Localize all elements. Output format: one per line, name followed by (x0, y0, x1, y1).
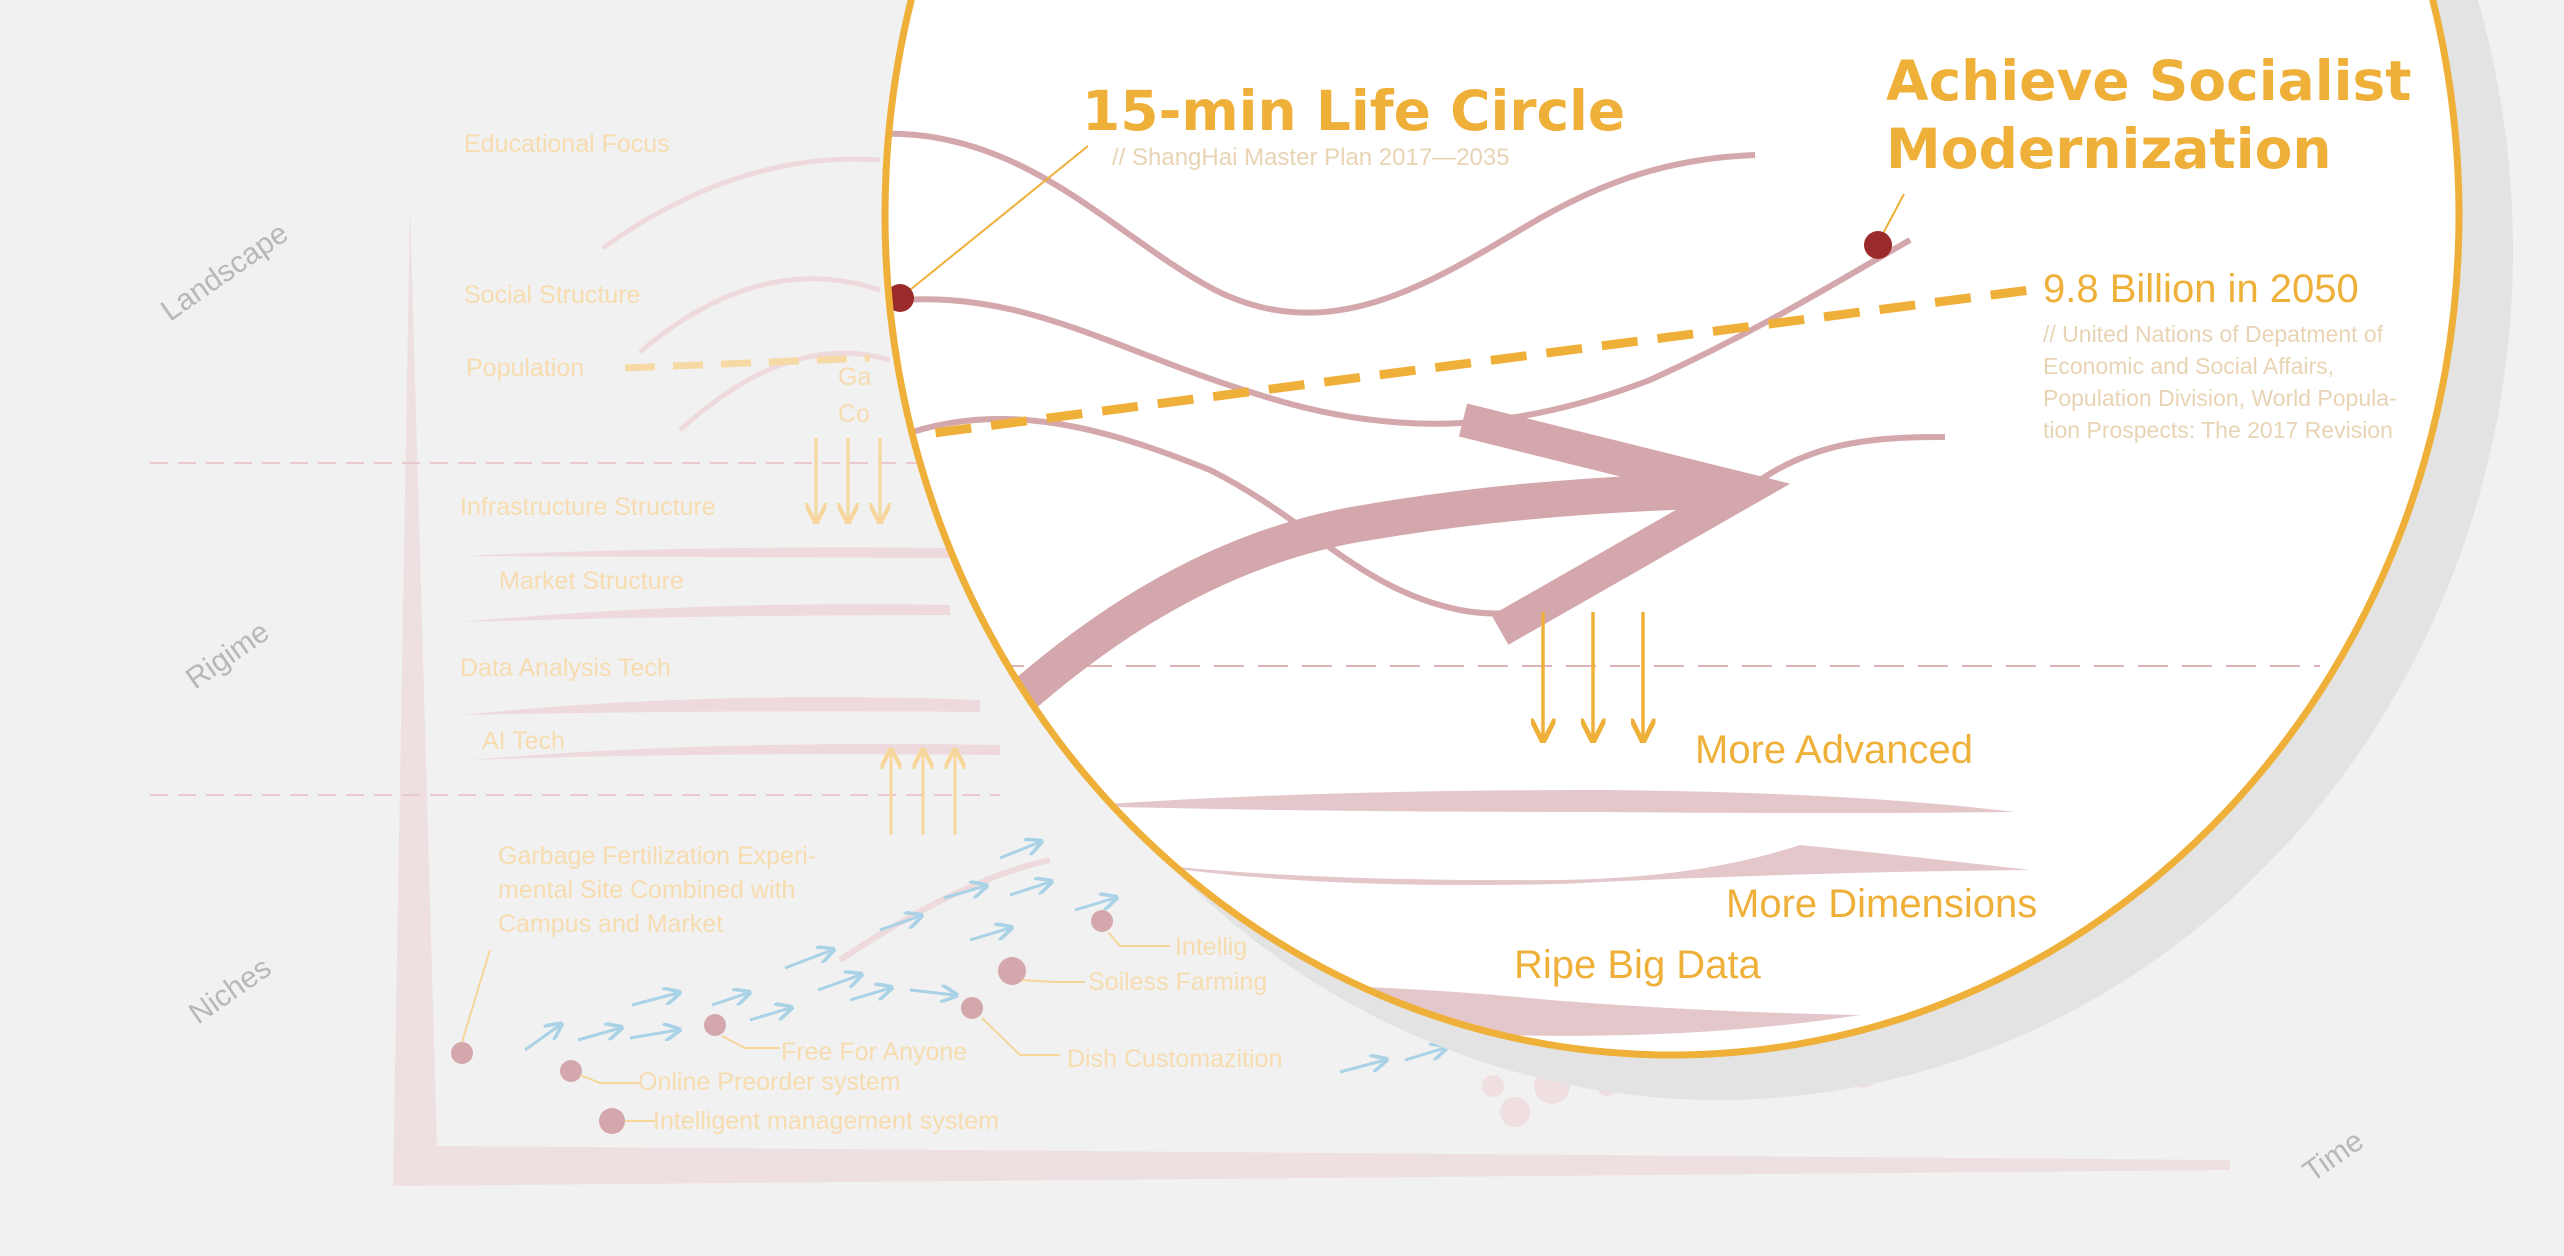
zone-label-regime: Rigime (180, 615, 275, 696)
band-more-advanced (1080, 790, 2015, 813)
faint-trend-curve (601, 156, 881, 251)
population-source-line-3: Population Division, World Popula- (2043, 385, 2397, 411)
life-circle-title: 15-min Life Circle (1082, 79, 1625, 143)
life-circle-marker (886, 284, 914, 312)
niche-dot (998, 957, 1026, 985)
socialist-marker (1864, 231, 1892, 259)
label-ripe-big-data: Ripe Big Data (1514, 943, 1762, 987)
niche-dot (560, 1060, 582, 1082)
faint-regime-band (462, 547, 950, 558)
faint-trend-curve (638, 276, 881, 354)
downward-arrows (1543, 612, 1643, 738)
population-trend-line (885, 285, 2031, 445)
faint-population-trend (624, 354, 871, 372)
label-soilless-farming: Soiless Farming (1088, 968, 1267, 996)
axis-label-time: Time (2297, 1124, 2370, 1189)
socialist-title-line-1: Achieve Socialist (1886, 49, 2411, 113)
label-infrastructure-structure: Infrastructure Structure (460, 493, 716, 521)
band-more-dimensions (1130, 845, 2030, 886)
niche-dots (451, 910, 1113, 1134)
label-partial-ga: Ga (838, 363, 871, 391)
landscape-wave-2 (885, 237, 1912, 427)
label-ai-tech: AI Tech (482, 727, 565, 755)
population-source-line-1: // United Nations of Depatment of (2043, 321, 2384, 347)
population-source-line-4: tion Prospects: The 2017 Revision (2043, 417, 2393, 443)
niche-dot (599, 1108, 625, 1134)
zone-label-niches: Niches (183, 951, 277, 1031)
population-source-line-2: Economic and Social Affairs, (2043, 353, 2334, 379)
label-dish-customization: Dish Customazition (1067, 1045, 1282, 1073)
landscape-wave-3 (888, 415, 1946, 617)
label-data-analysis-tech: Data Analysis Tech (460, 654, 671, 682)
label-more-advanced: More Advanced (1695, 728, 1973, 772)
faint-downward-arrows (816, 438, 880, 520)
niche-dot (451, 1042, 473, 1064)
faint-niche-curve (838, 857, 1051, 963)
label-social-structure: Social Structure (464, 281, 640, 309)
transition-arrow-body (927, 472, 1741, 788)
faint-upward-arrows (891, 752, 955, 835)
zone-label-landscape: Landscape (155, 217, 294, 328)
niche-dot (1091, 910, 1113, 932)
label-more-dimensions: More Dimensions (1726, 882, 2037, 926)
label-population: Population (466, 354, 584, 382)
landscape-wave-1 (885, 130, 1756, 316)
socialist-title-line-2: Modernization (1886, 117, 2332, 181)
label-free-for-anyone: Free For Anyone (781, 1038, 967, 1066)
label-online-preorder: Online Preorder system (638, 1068, 901, 1096)
population-headline: 9.8 Billion in 2050 (2043, 267, 2359, 311)
label-partial-co: Co (838, 400, 870, 428)
transition-arrow-head (1458, 403, 1791, 645)
label-intellig: Intellig (1175, 933, 1247, 961)
lens-rim (881, 0, 2463, 1059)
niche-project-line-2: mental Site Combined with (498, 876, 795, 904)
faint-regime-band (470, 744, 1000, 760)
niche-leader-lines (461, 931, 1170, 1122)
lens-content: 15-min Life Circle // ShangHai Master Pl… (885, 49, 2411, 1036)
life-circle-source: // ShangHai Master Plan 2017—2035 (1112, 144, 1510, 171)
life-circle-leader (899, 145, 1089, 299)
label-intelligent-management: Intelligent management system (653, 1107, 999, 1135)
label-educational-focus: Educational Focus (464, 130, 670, 158)
faint-regime-band (462, 604, 950, 622)
niche-project-line-1: Garbage Fertilization Experi- (498, 842, 816, 870)
niche-dot (961, 997, 983, 1019)
faint-regime-band (462, 697, 980, 715)
niche-dot (704, 1014, 726, 1036)
label-market-structure: Market Structure (499, 567, 684, 595)
niche-project-line-3: Campus and Market (498, 910, 723, 938)
